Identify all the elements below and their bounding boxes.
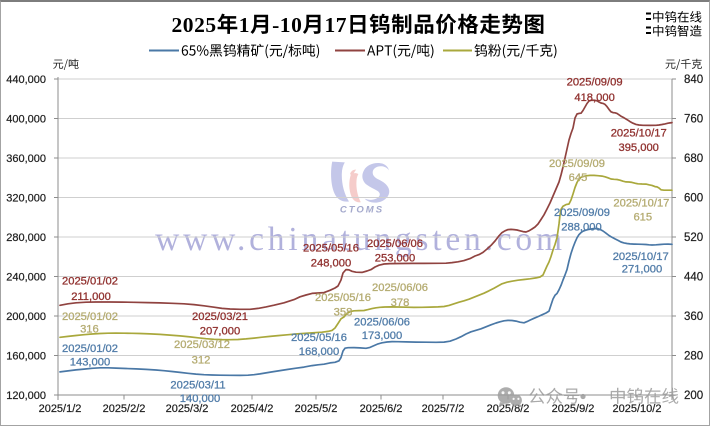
svg-text:2025/2/2: 2025/2/2 bbox=[103, 403, 146, 415]
svg-text:2025/10/17: 2025/10/17 bbox=[613, 197, 669, 209]
svg-text:2025/06/06: 2025/06/06 bbox=[354, 317, 410, 329]
svg-text:-: - bbox=[272, 13, 280, 37]
svg-text:2025/05/16: 2025/05/16 bbox=[303, 243, 359, 255]
svg-text:www.chinatungsten.com: www.chinatungsten.com bbox=[155, 221, 566, 258]
svg-text:360,000: 360,000 bbox=[6, 153, 46, 165]
svg-text:2025/6/2: 2025/6/2 bbox=[360, 403, 403, 415]
svg-text:CTOMS: CTOMS bbox=[340, 205, 384, 216]
svg-text:288,000: 288,000 bbox=[561, 221, 601, 233]
svg-text:2025/4/2: 2025/4/2 bbox=[231, 403, 274, 415]
svg-text:2025/05/16: 2025/05/16 bbox=[315, 292, 371, 304]
svg-text:2025/06/06: 2025/06/06 bbox=[372, 282, 428, 294]
svg-text:2025/01/02: 2025/01/02 bbox=[62, 311, 118, 323]
svg-text:2025/03/21: 2025/03/21 bbox=[192, 311, 248, 323]
svg-text:680: 680 bbox=[684, 153, 703, 165]
svg-text:248,000: 248,000 bbox=[311, 257, 351, 269]
svg-text:168,000: 168,000 bbox=[299, 346, 339, 358]
svg-text:2025/03/11: 2025/03/11 bbox=[170, 379, 225, 391]
svg-text:2025/5/2: 2025/5/2 bbox=[295, 403, 338, 415]
svg-text:358: 358 bbox=[334, 307, 353, 319]
svg-text:2025: 2025 bbox=[172, 13, 217, 37]
svg-text:120,000: 120,000 bbox=[6, 390, 46, 402]
svg-text:400,000: 400,000 bbox=[6, 114, 46, 126]
svg-text:2025/10/2: 2025/10/2 bbox=[613, 403, 662, 415]
svg-text:2025/09/09: 2025/09/09 bbox=[549, 158, 605, 170]
svg-text:10: 10 bbox=[280, 13, 303, 37]
svg-text:17: 17 bbox=[325, 13, 348, 37]
svg-text:378: 378 bbox=[391, 297, 410, 309]
svg-text:2025/09/09: 2025/09/09 bbox=[567, 77, 623, 89]
svg-text:200,000: 200,000 bbox=[6, 311, 46, 323]
svg-text:140,000: 140,000 bbox=[180, 393, 220, 405]
svg-text:253,000: 253,000 bbox=[375, 253, 415, 265]
svg-text:211,000: 211,000 bbox=[71, 291, 111, 303]
svg-text:440: 440 bbox=[684, 272, 703, 284]
svg-text:440,000: 440,000 bbox=[6, 74, 46, 86]
svg-text:2025/10/17: 2025/10/17 bbox=[613, 251, 669, 263]
svg-text:271,000: 271,000 bbox=[622, 264, 662, 276]
svg-text:2025/01/02: 2025/01/02 bbox=[62, 276, 118, 288]
svg-text:1: 1 bbox=[239, 13, 250, 37]
svg-text:2025/03/12: 2025/03/12 bbox=[174, 339, 230, 351]
svg-text:173,000: 173,000 bbox=[362, 330, 402, 342]
svg-text:645: 645 bbox=[569, 172, 588, 184]
svg-text:200: 200 bbox=[684, 390, 703, 402]
svg-text:600: 600 bbox=[684, 193, 703, 205]
svg-text:207,000: 207,000 bbox=[200, 325, 240, 337]
svg-text:2025/01/02: 2025/01/02 bbox=[62, 343, 118, 355]
svg-text:280: 280 bbox=[684, 351, 703, 363]
svg-text:312: 312 bbox=[192, 355, 211, 367]
svg-text:160,000: 160,000 bbox=[6, 351, 46, 363]
svg-text:615: 615 bbox=[633, 211, 652, 223]
svg-text:280,000: 280,000 bbox=[6, 232, 46, 244]
svg-text:143,000: 143,000 bbox=[70, 357, 110, 369]
svg-text:2025/9/2: 2025/9/2 bbox=[552, 403, 595, 415]
svg-text:2025/10/17: 2025/10/17 bbox=[611, 128, 667, 140]
svg-text:418,000: 418,000 bbox=[574, 92, 614, 104]
svg-text:320,000: 320,000 bbox=[6, 193, 46, 205]
svg-text:316: 316 bbox=[80, 324, 99, 336]
svg-text:840: 840 bbox=[684, 74, 703, 86]
svg-text:2025/1/2: 2025/1/2 bbox=[39, 403, 82, 415]
svg-text:2025/09/09: 2025/09/09 bbox=[554, 207, 610, 219]
svg-text:360: 360 bbox=[684, 311, 703, 323]
svg-text:2025/05/16: 2025/05/16 bbox=[291, 332, 347, 344]
svg-text:2025/8/2: 2025/8/2 bbox=[487, 403, 530, 415]
svg-text:520: 520 bbox=[684, 232, 703, 244]
svg-text:2025/3/2: 2025/3/2 bbox=[166, 403, 209, 415]
svg-text:760: 760 bbox=[684, 114, 703, 126]
svg-text:2025/06/06: 2025/06/06 bbox=[367, 238, 423, 250]
svg-text:2025/7/2: 2025/7/2 bbox=[422, 403, 465, 415]
svg-text:240,000: 240,000 bbox=[6, 272, 46, 284]
svg-text:395,000: 395,000 bbox=[618, 142, 658, 154]
